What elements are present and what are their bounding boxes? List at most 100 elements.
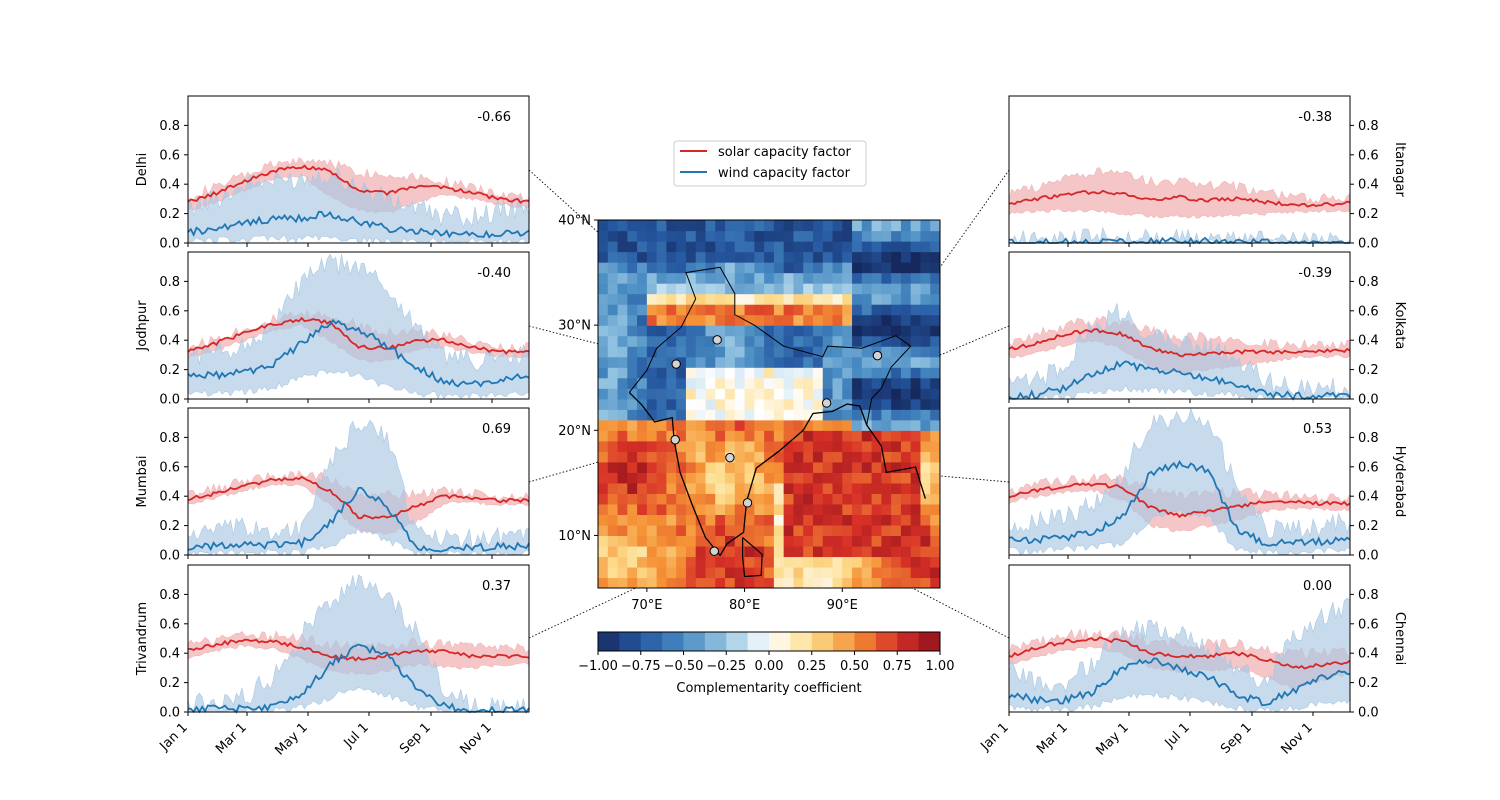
map-cell: [812, 440, 824, 452]
map-cell: [842, 220, 853, 232]
map-cell: [627, 514, 638, 526]
map-cell: [617, 346, 628, 358]
map-cell: [900, 493, 912, 505]
map-cell: [646, 545, 658, 558]
map-cell: [715, 535, 726, 547]
map-cell: [910, 503, 922, 515]
map-cell: [598, 566, 609, 579]
map-cell: [598, 272, 609, 284]
map-cell: [764, 409, 775, 421]
map-cell: [871, 461, 882, 473]
map-cell: [852, 503, 863, 515]
map-cell: [715, 472, 726, 484]
map-cell: [637, 409, 648, 421]
map-cell: [832, 472, 843, 484]
map-cell: [783, 461, 795, 473]
map-cell: [695, 535, 707, 547]
map-cell: [852, 577, 863, 588]
colorbar-tick-label: −0.25: [706, 659, 746, 674]
map-cell: [656, 566, 667, 579]
map-cell: [676, 440, 687, 452]
map-cell: [842, 440, 853, 452]
y-tick-label: 0.8: [1358, 588, 1379, 603]
map-cell: [598, 482, 609, 494]
map-cell: [803, 440, 814, 452]
map-cell: [881, 398, 892, 410]
map-cell: [871, 430, 882, 442]
map-cell: [734, 566, 746, 579]
map-cell: [656, 220, 667, 232]
x-tick-label: Mar 1: [213, 720, 250, 757]
map-cell: [900, 503, 912, 515]
map-cell: [685, 335, 697, 347]
map-cell: [617, 230, 628, 242]
y-tick-label: 0.0: [1358, 549, 1379, 564]
map-cell: [930, 314, 940, 326]
map-cell: [930, 577, 940, 588]
panel-frame: [1008, 95, 1351, 244]
map-cell: [822, 367, 834, 379]
map-cell: [930, 566, 940, 579]
map-cell: [871, 409, 882, 421]
map-cell: [910, 220, 922, 232]
map-cell: [715, 325, 726, 337]
map-cell: [842, 451, 853, 463]
map-cell: [666, 440, 677, 452]
map-cell: [734, 514, 746, 526]
map-cell: [627, 419, 638, 431]
map-cell: [910, 493, 922, 505]
map-cell: [637, 514, 648, 526]
map-cell: [842, 566, 853, 579]
map-cell: [685, 314, 697, 326]
map-cell: [627, 220, 638, 232]
map-cell: [842, 283, 853, 295]
map-cell: [685, 493, 697, 505]
map-cell: [598, 230, 609, 242]
map-cell: [783, 493, 795, 505]
map-cell: [842, 293, 853, 305]
panel-chennai: 0.0 0.2 0.4 0.6 0.8 Jan 1 Mar 1 May 1 Jul 1 Sep 1…: [978, 564, 1407, 759]
map-cell: [891, 440, 902, 452]
map-cell: [832, 493, 843, 505]
map-cell: [685, 577, 697, 588]
map-cell: [773, 482, 785, 494]
map-cell: [646, 367, 658, 379]
map-cell: [637, 419, 648, 431]
map-cell: [637, 377, 648, 389]
legend-solar-label: solar capacity factor: [718, 145, 852, 160]
map-cell: [666, 293, 677, 305]
map-cell: [881, 241, 892, 253]
map-cell: [725, 545, 736, 558]
map-cell: [803, 251, 814, 263]
map-cell: [725, 304, 736, 316]
city-marker-delhi: [712, 335, 722, 345]
x-tick-label: Nov 1: [458, 720, 495, 757]
map-cell: [607, 293, 619, 305]
map-cell: [646, 293, 658, 305]
map-cell: [715, 314, 726, 326]
map-cell: [734, 230, 746, 242]
map-cell: [803, 430, 814, 442]
map-cell: [646, 430, 658, 442]
map-cell: [705, 440, 716, 452]
map-cell: [715, 367, 726, 379]
map-cell: [793, 524, 804, 537]
map-cell: [842, 304, 853, 316]
map-cell: [842, 241, 853, 253]
map-cell: [725, 430, 736, 442]
x-tick-label: Nov 1: [1279, 720, 1316, 757]
map-cell: [637, 577, 648, 588]
map-cell: [598, 461, 609, 473]
map-cell: [900, 398, 912, 410]
map-cell: [744, 461, 755, 473]
map-cell: [744, 409, 755, 421]
map-cell: [656, 251, 667, 263]
map-cell: [607, 220, 619, 232]
map-cell: [646, 283, 658, 295]
map-cell: [920, 220, 931, 232]
y-tick-label: 0.0: [1358, 393, 1379, 408]
map-cell: [783, 482, 795, 494]
map-cell: [793, 556, 804, 568]
map-cell: [900, 377, 912, 389]
map-cell: [871, 398, 882, 410]
